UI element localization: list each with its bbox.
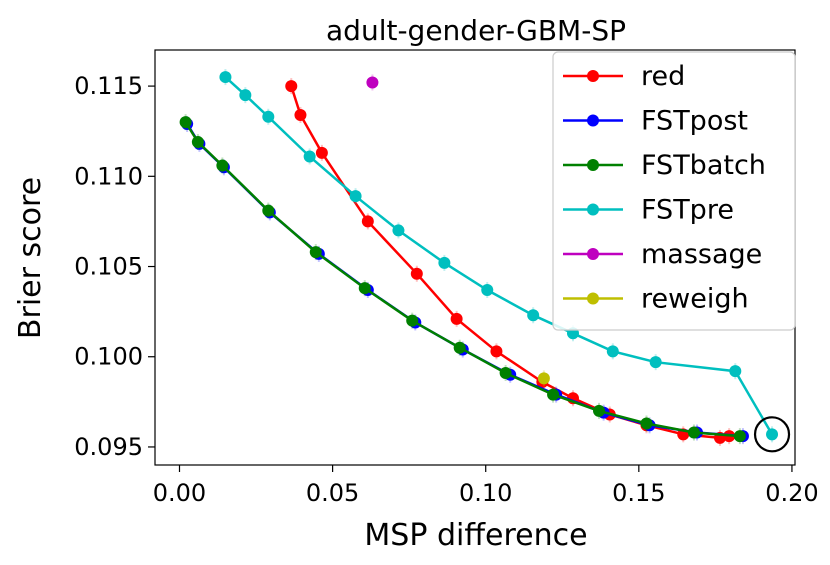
data-point — [593, 404, 606, 417]
legend-marker — [587, 203, 599, 216]
legend-marker — [587, 70, 599, 82]
series-FSTpre — [219, 69, 779, 443]
legend-marker — [587, 248, 599, 260]
data-point — [450, 312, 463, 325]
series-massage — [366, 74, 379, 91]
data-point — [606, 345, 619, 358]
y-tick-label: 0.100 — [74, 343, 143, 371]
y-axis-label: Brier score — [13, 177, 48, 339]
x-tick-label: 0.05 — [306, 479, 359, 507]
data-point — [315, 146, 328, 159]
x-axis-label: MSP difference — [364, 518, 587, 553]
x-tick-label: 0.00 — [153, 479, 206, 507]
legend-item-massage: massage — [563, 239, 762, 270]
legend-item-FSTpost: FSTpost — [563, 106, 748, 137]
data-point — [361, 215, 374, 228]
y-tick-label: 0.095 — [74, 433, 143, 461]
legend-label: FSTbatch — [641, 150, 766, 181]
x-axis: 0.00 0.05 0.10 0.15 0.20 — [153, 465, 819, 507]
data-point — [537, 372, 550, 385]
legend: red FSTpost FSTbatch FSTpre massage reweigh — [552, 51, 796, 331]
legend-marker — [587, 159, 599, 171]
data-point — [766, 428, 779, 441]
series-reweigh — [537, 370, 550, 387]
x-tick-label: 0.10 — [459, 479, 512, 507]
data-point — [490, 345, 503, 358]
data-point — [410, 267, 423, 280]
data-point — [481, 283, 494, 296]
legend-label: red — [641, 61, 685, 92]
chart-title: adult-gender-GBM-SP — [326, 14, 626, 47]
data-point — [349, 190, 362, 203]
legend-marker — [587, 114, 599, 127]
data-point — [262, 110, 275, 123]
series-FSTbatch — [179, 114, 746, 445]
data-point — [358, 282, 371, 295]
series-line — [224, 76, 774, 435]
y-tick-label: 0.115 — [74, 72, 143, 100]
data-point — [649, 356, 662, 369]
data-point — [406, 314, 419, 327]
highlight-circle — [753, 416, 791, 453]
data-point — [216, 159, 229, 172]
data-point — [392, 224, 405, 237]
data-point — [179, 116, 192, 129]
legend-marker — [587, 292, 599, 305]
data-point — [309, 246, 322, 259]
x-tick-label: 0.15 — [612, 479, 665, 507]
legend-item-red: red — [563, 61, 685, 92]
data-point — [219, 71, 232, 84]
data-point — [294, 108, 307, 121]
data-point — [687, 426, 700, 439]
data-point — [453, 341, 466, 354]
legend-item-FSTbatch: FSTbatch — [563, 150, 766, 181]
legend-label: reweigh — [641, 284, 749, 315]
data-point — [547, 388, 560, 401]
y-tick-label: 0.110 — [74, 162, 143, 190]
series-line — [184, 121, 740, 438]
data-point — [262, 204, 275, 217]
series-line — [290, 85, 730, 440]
legend-item-reweigh: reweigh — [563, 284, 749, 315]
legend-label: FSTpost — [641, 106, 748, 137]
y-axis: 0.095 0.100 0.105 0.110 0.115 — [74, 72, 155, 461]
data-point — [239, 89, 252, 102]
data-point — [499, 366, 512, 379]
data-point — [640, 417, 653, 430]
data-point — [303, 150, 316, 163]
data-point — [527, 309, 540, 322]
data-point — [285, 80, 298, 93]
data-point — [191, 136, 204, 149]
y-tick-label: 0.105 — [74, 253, 143, 281]
legend-label: massage — [641, 239, 762, 270]
x-tick-label: 0.20 — [765, 479, 818, 507]
data-point — [729, 365, 742, 378]
data-point — [733, 430, 746, 443]
data-point — [366, 76, 379, 89]
series-layer — [179, 69, 791, 453]
legend-label: FSTpre — [641, 195, 734, 226]
data-point — [438, 256, 451, 269]
legend-item-FSTpre: FSTpre — [563, 195, 734, 226]
